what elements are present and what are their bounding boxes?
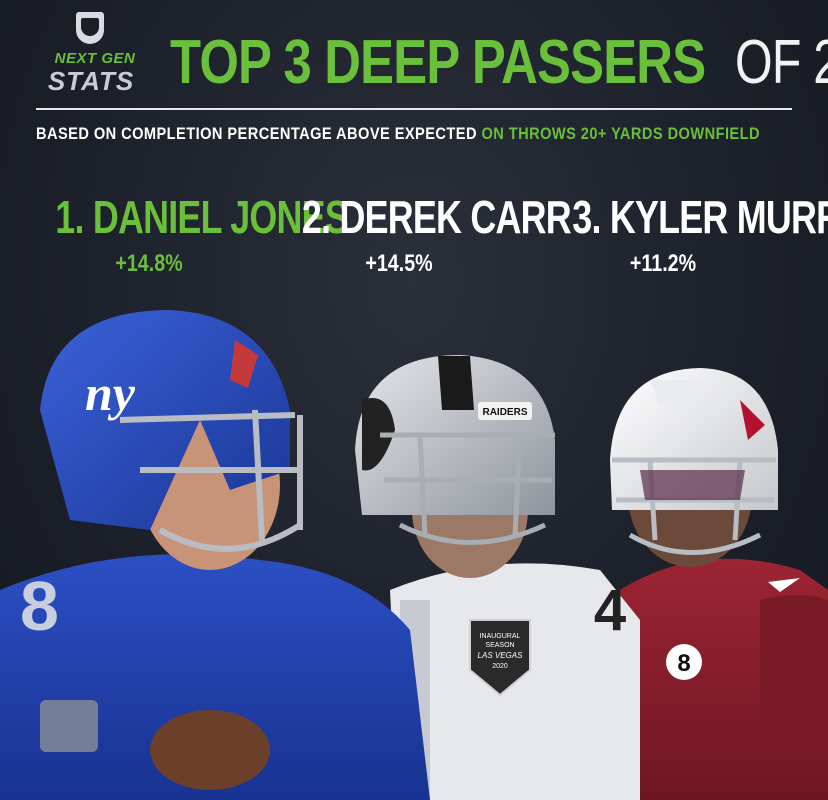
player-1-jersey-number: 8 — [20, 567, 59, 645]
patch-line-1: INAUGURAL — [480, 633, 521, 640]
divider — [36, 108, 792, 110]
player-3-stat: +11.2% — [629, 250, 697, 277]
player-2-figure: RAIDERS 4 INAUGURAL SEASON LAS VEGAS 202… — [355, 355, 640, 800]
title-rest: OF 2020 — [734, 28, 828, 97]
inaugural-season-patch: INAUGURAL SEASON LAS VEGAS 2020 — [469, 619, 531, 697]
patch-line-4: 2020 — [492, 663, 508, 670]
player-1: 1. DANIEL JONES +14.8% — [14, 190, 348, 278]
player-2-jersey-number: 4 — [594, 578, 626, 643]
player-3-jersey-number: 8 — [677, 650, 690, 677]
nfl-shield-icon — [76, 12, 104, 44]
patch-line-3: LAS VEGAS — [478, 651, 524, 660]
page-title: TOP 3 DEEP PASSERS OF 2020 — [170, 8, 828, 98]
patch-line-2: SEASON — [485, 642, 514, 649]
player-1-figure: 8 ny — [0, 310, 430, 800]
next-gen-stats-logo: NEXT GEN STATS — [34, 10, 146, 96]
player-1-name: 1. DANIEL JONES — [55, 191, 348, 243]
player-2: 2. DEREK CARR +14.5% — [264, 190, 572, 278]
logo-line-2: STATS — [47, 66, 135, 96]
player-3-figure: 8 — [610, 368, 828, 800]
title-main: TOP 3 DEEP PASSERS — [170, 28, 706, 97]
player-2-helmet-text: RAIDERS — [482, 407, 527, 418]
subtitle-part-1: BASED ON COMPLETION PERCENTAGE ABOVE EXP… — [36, 124, 477, 143]
players-photo: 8 RAIDERS 4 — [0, 300, 828, 800]
nike-swoosh-icon — [768, 578, 800, 592]
subtitle: BASED ON COMPLETION PERCENTAGE ABOVE EXP… — [36, 124, 760, 144]
player-3-name: 3. KYLER MURRAY — [572, 191, 828, 243]
player-3: 3. KYLER MURRAY +11.2% — [528, 190, 828, 278]
player-2-stat: +14.5% — [365, 250, 433, 277]
football — [150, 710, 270, 790]
logo-line-1: NEXT GEN — [54, 50, 136, 67]
player-2-name: 2. DEREK CARR — [301, 191, 572, 243]
subtitle-part-2: ON THROWS 20+ YARDS DOWNFIELD — [481, 124, 760, 143]
player-1-helmet-logo: ny — [85, 365, 136, 421]
player-1-stat: +14.8% — [115, 250, 183, 277]
